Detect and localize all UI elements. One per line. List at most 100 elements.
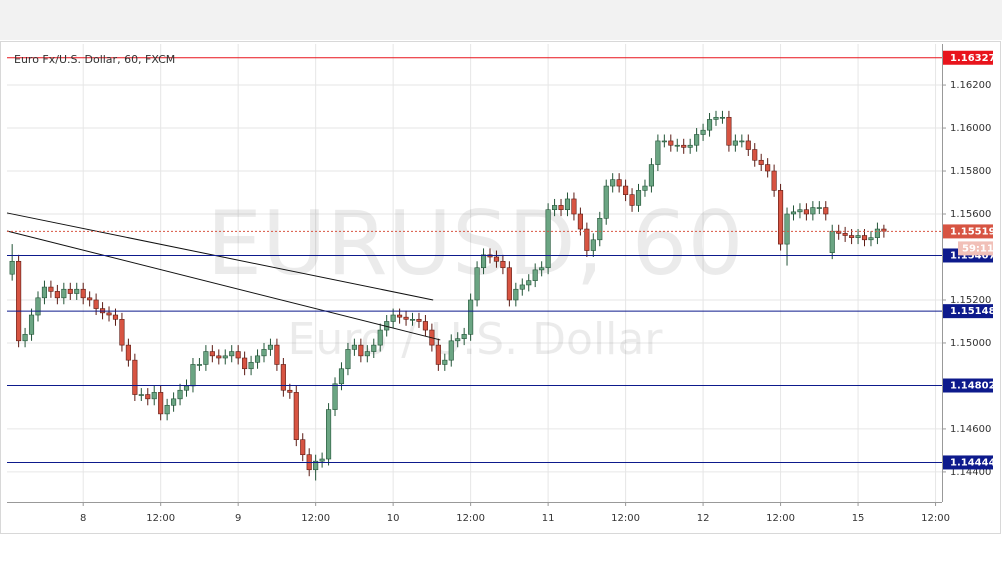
candle-body [435,344,441,365]
axes: 1.14400 1.14600 1.15000 1.15200 1.15600 1.158… [80,50,996,524]
candle-body [855,235,861,238]
candle-body [345,349,351,370]
candle-body [739,140,745,143]
candle-body [480,254,487,269]
candle-body [300,439,306,456]
trend-line [6,212,434,301]
candle-body [183,385,190,391]
x-tick-label: 12:00 [921,513,950,524]
countdown-label: 59:11 [962,243,994,254]
candle-body [706,119,713,131]
candle-body [28,314,35,335]
candle-body [203,351,209,365]
candle-body [558,205,564,211]
candle-body [177,389,183,400]
level-tag-label: 1.14802 [950,381,996,392]
candle-body [455,338,461,342]
candle-body [752,149,758,161]
candle-body [552,205,558,211]
candle-body [145,394,151,400]
candle-body [164,404,170,415]
candle-body [758,159,764,165]
candle-body [842,233,848,236]
candle-body [132,359,138,395]
candle-body [861,235,868,241]
candle-body [106,312,112,316]
candle-body [448,340,454,361]
candle-body [816,207,822,209]
level-tag [943,378,993,393]
candle-body [151,392,157,400]
candle-body [577,213,583,230]
candle-body [823,207,829,215]
y-tick-label: 1.14600 [950,424,991,435]
last-price-label: 1.15519 [950,226,996,237]
candle-body [9,260,15,275]
candle-body [364,351,370,357]
x-tick-label: 12:00 [766,513,795,524]
grid [7,44,942,502]
level-tag-label: 1.14444 [950,457,996,468]
level-tag [943,50,993,65]
candle-body [545,209,551,269]
x-tick-label: 12:00 [456,513,485,524]
watermark-subtitle: Euro / U.S. Dollar [288,314,664,365]
candle-body [190,364,196,387]
candle-body [874,228,880,238]
candle-body [235,351,241,359]
candle-body [784,213,790,245]
candle-body [422,321,428,331]
candle-body [216,355,222,359]
candle-body [829,230,835,253]
trend-line [6,230,441,341]
candle-body [326,409,332,460]
candle-body [229,351,235,357]
y-tick-label: 1.16000 [950,123,991,134]
candle-body [409,319,416,321]
candle-body [635,190,642,206]
candle-body [513,288,519,301]
candle-body [390,314,396,322]
candle-body [790,211,797,215]
x-tick-label: 15 [852,513,865,524]
candle-body [623,185,629,195]
candle-body [93,299,99,309]
candle-body [22,334,28,342]
candle-body [584,228,590,251]
x-tick-label: 12:00 [301,513,330,524]
candle-body [803,209,809,215]
candle-body [274,344,280,365]
candle-body [332,383,338,410]
candle-body [222,355,228,359]
candle-body [371,344,377,352]
candle-body [610,179,616,187]
candle-body [287,389,293,393]
x-tick-label: 9 [235,513,241,524]
level-tag-label: 1.15148 [950,306,996,317]
candle-body [719,116,726,119]
candle-body [35,297,41,316]
candle-body [681,144,687,148]
candle-body [209,351,215,357]
candle-body [745,140,751,150]
y-tick-label: 1.15600 [950,209,991,220]
plot [6,57,942,481]
candle-body [713,116,719,120]
candle-body [532,269,538,281]
y-tick-label: 1.15800 [950,166,991,177]
y-tick-label: 1.14400 [950,467,991,478]
chart-frame [0,41,1001,534]
level-tag [943,304,993,319]
candle-body [474,267,480,301]
candle-body [700,129,706,135]
candle-body [687,144,693,148]
candle-body [280,364,286,391]
candle-body [629,194,635,206]
candle-body [597,218,603,241]
candle-body [41,286,48,299]
candle-body [313,460,319,471]
candle-body [293,392,299,440]
countdown-tag [958,241,993,256]
x-tick-label: 8 [80,513,86,524]
